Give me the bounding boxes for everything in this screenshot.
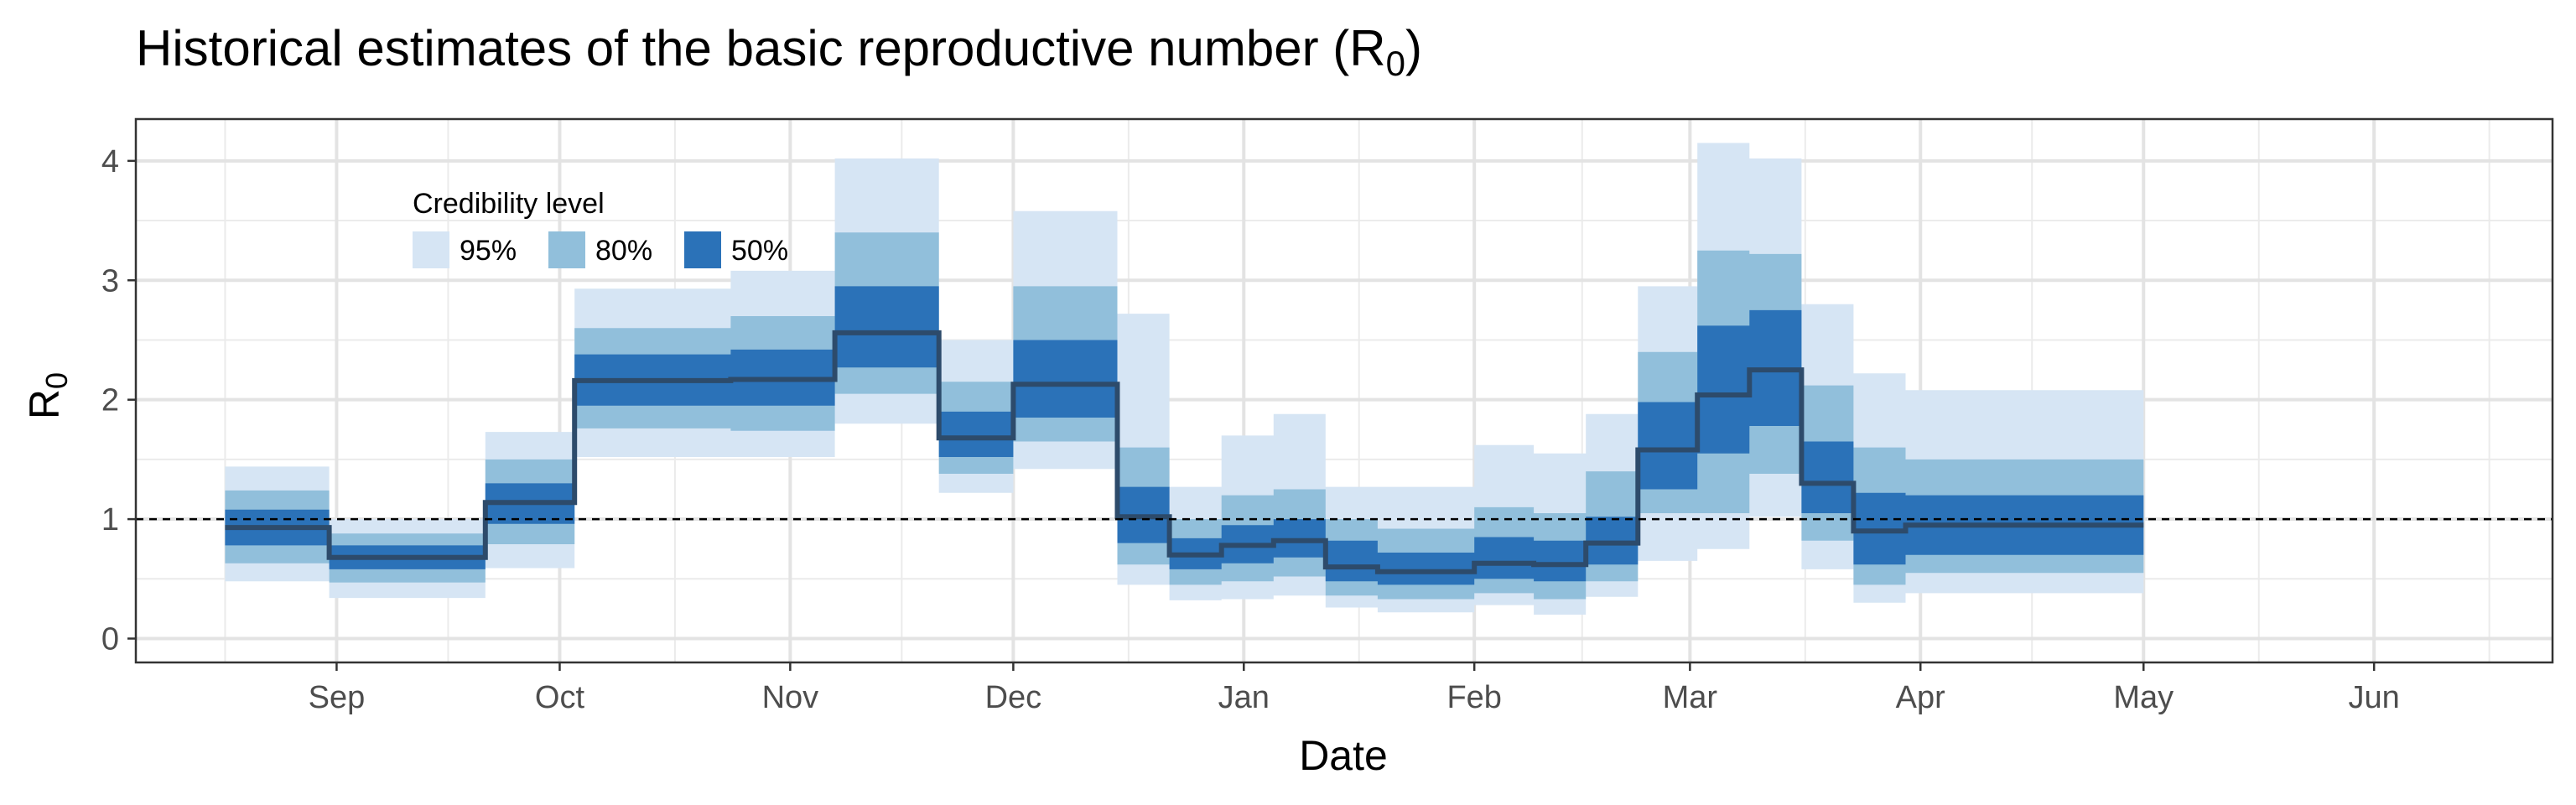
legend-key <box>548 231 585 268</box>
plot-frame <box>134 117 2554 664</box>
band-80 <box>225 232 2144 600</box>
x-tick-label: Jun <box>2349 680 2400 715</box>
y-tick-label: 0 <box>101 622 119 657</box>
y-tick-label: 4 <box>101 144 119 179</box>
legend-title: Credibility level <box>413 188 605 220</box>
legend-key <box>413 231 449 268</box>
x-tick-label: Mar <box>1663 680 1718 715</box>
x-tick-label: Apr <box>1896 680 1945 715</box>
x-axis-title: Date <box>1299 732 1388 779</box>
x-tick-label: Sep <box>309 680 366 715</box>
x-tick-label: Jan <box>1218 680 1270 715</box>
y-tick-label: 3 <box>101 263 119 299</box>
x-tick-label: Nov <box>762 680 819 715</box>
x-tick-label: May <box>2113 680 2174 715</box>
chart-title: Historical estimates of the basic reprod… <box>136 20 1422 83</box>
legend-label: 95% <box>460 235 517 267</box>
y-axis: 0 1 2 3 4 <box>101 144 136 657</box>
legend-label: 50% <box>731 235 788 267</box>
legend-label: 80% <box>595 235 652 267</box>
plot-border <box>134 117 2554 664</box>
x-tick-label: Feb <box>1446 680 1501 715</box>
median-layer <box>225 330 2144 574</box>
x-tick-label: Dec <box>985 680 1042 715</box>
legend-key <box>684 231 721 268</box>
minor-gridlines <box>136 119 2553 662</box>
credibility-bands <box>225 143 2144 615</box>
median-line <box>225 330 2144 574</box>
y-axis-title: R0 <box>21 372 74 419</box>
x-axis: Sep Oct Nov Dec Jan Feb Mar Apr May Jun <box>309 662 2400 715</box>
band-50 <box>225 286 2144 585</box>
y-tick-label: 1 <box>101 502 119 538</box>
x-tick-label: Oct <box>535 680 585 715</box>
legend: Credibility level 95% 80% 50% <box>413 188 788 268</box>
y-tick-label: 2 <box>101 383 119 418</box>
